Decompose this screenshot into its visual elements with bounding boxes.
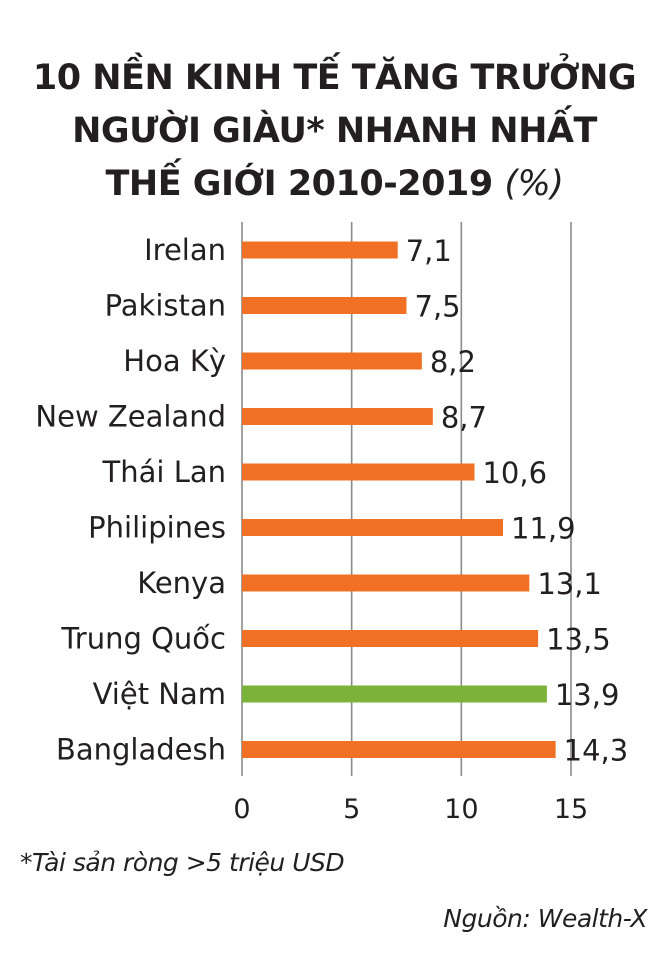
value-label: 11,9 — [511, 512, 576, 546]
bar-1 — [242, 297, 407, 314]
category-label: Trung Quốc — [60, 622, 226, 656]
value-label: 8,7 — [441, 401, 487, 435]
source-note: Nguồn: Wealth-X — [443, 904, 647, 933]
category-label: Irelan — [144, 233, 226, 267]
category-label: Bangladesh — [56, 733, 226, 767]
title-line-1: 10 NỀN KINH TẾ TĂNG TRƯỞNG — [32, 58, 637, 98]
value-label: 13,9 — [555, 678, 620, 712]
title-line-3: THẾ GIỚI 2010-2019 (%) — [0, 158, 669, 211]
x-tick-labels: 0 5 10 15 — [233, 794, 588, 825]
bar-4 — [242, 463, 475, 481]
bar-7 — [242, 630, 539, 647]
category-label: Việt Nam — [93, 677, 226, 711]
bar-9 — [242, 741, 556, 758]
chart-title: 10 NỀN KINH TẾ TĂNG TRƯỞNG NGƯỜI GIÀU* N… — [0, 52, 669, 211]
x-tick-label: 5 — [343, 794, 360, 825]
bar-2 — [242, 352, 422, 370]
bar-5 — [242, 519, 504, 536]
category-label: New Zealand — [35, 400, 226, 434]
category-label: Hoa Kỳ — [123, 344, 226, 378]
footnote: *Tài sản ròng >5 triệu USD — [20, 848, 345, 877]
bar-8 — [242, 685, 547, 703]
x-tick-label: 0 — [233, 794, 250, 825]
bar-0 — [242, 241, 398, 259]
bar-3 — [242, 408, 433, 425]
category-label: Thái Lan — [102, 455, 226, 489]
bar-6 — [242, 574, 530, 592]
bars — [242, 241, 556, 758]
value-label: 13,1 — [537, 567, 602, 601]
category-labels: Irelan Pakistan Hoa Kỳ New Zealand Thái Lan P… — [35, 233, 226, 767]
value-label: 14,3 — [564, 734, 629, 768]
category-label: Kenya — [137, 566, 226, 600]
category-label: Philipines — [88, 511, 226, 545]
gridlines — [241, 222, 572, 776]
title-line-2: NGƯỜI GIÀU* NHANH NHẤT — [72, 111, 597, 151]
x-tick-label: 15 — [554, 794, 588, 825]
value-label: 7,5 — [415, 290, 461, 324]
category-label: Pakistan — [105, 289, 226, 323]
value-label: 7,1 — [406, 234, 452, 268]
value-label: 13,5 — [546, 623, 611, 657]
value-label: 8,2 — [430, 345, 476, 379]
x-tick-label: 10 — [444, 794, 478, 825]
title-unit: (%) — [504, 164, 564, 204]
value-labels: 7,1 7,5 8,2 8,7 10,6 11,9 13,1 13,5 13,9 14,3 — [406, 234, 628, 768]
title-line-3-text: THẾ GIỚI 2010-2019 — [105, 164, 494, 204]
value-label: 10,6 — [482, 456, 547, 490]
